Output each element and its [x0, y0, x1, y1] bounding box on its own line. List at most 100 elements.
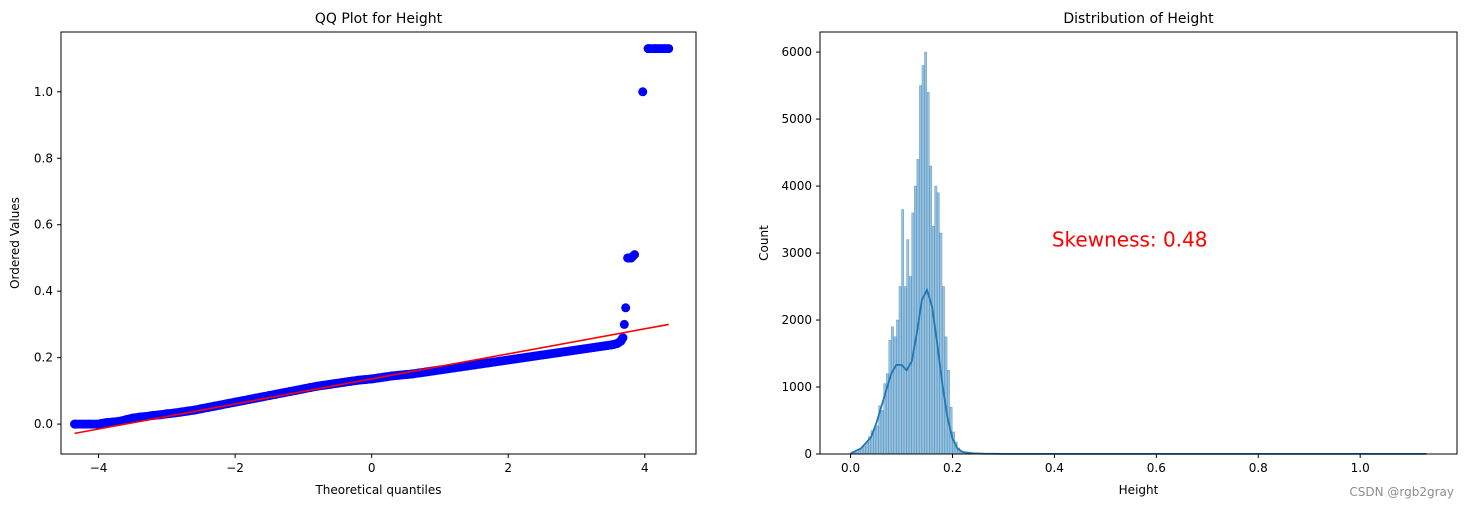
qq-data-point [70, 419, 80, 429]
qq-fit-line [74, 323, 669, 435]
qq-data-point [107, 417, 117, 427]
hist-bar [939, 232, 943, 455]
qq-data-point [128, 413, 138, 423]
qq-xlabel: Theoretical quantiles [314, 483, 441, 497]
qq-data-point [565, 346, 575, 356]
qq-data-point [517, 353, 527, 363]
qq-axes-frame [60, 31, 697, 455]
qq-data-point [578, 344, 588, 354]
qq-xtick-label: 0 [368, 461, 376, 475]
hist-bar [921, 65, 925, 455]
hist-ytick-label: 1000 [781, 380, 812, 394]
hist-xtick-label: 1.0 [1351, 461, 1370, 475]
hist-ytick-label: 5000 [781, 112, 812, 126]
qq-data-point [619, 319, 629, 329]
hist-bar [893, 336, 897, 455]
qq-data-point [592, 342, 602, 352]
hist-bar [914, 185, 917, 455]
hist-xlabel: Height [1119, 483, 1159, 497]
qq-xtick-label: −2 [226, 461, 244, 475]
qq-xtick-label: −4 [90, 461, 108, 475]
hist-bar [880, 410, 884, 455]
qq-data-point [638, 87, 648, 97]
hist-bar [857, 450, 861, 455]
hist-bar [942, 286, 945, 455]
qq-data-point [572, 345, 582, 355]
hist-bar [875, 425, 879, 455]
hist-bar [919, 85, 922, 455]
qq-data-point [618, 333, 628, 343]
qq-ytick-label: 1.0 [34, 85, 53, 99]
qq-data-point [496, 356, 506, 366]
qq-data-point [643, 44, 653, 54]
qq-data-point [664, 44, 674, 54]
hist-xtick-label: 0.8 [1249, 461, 1268, 475]
hist-bar [931, 226, 935, 455]
qq-data-point [531, 351, 541, 361]
qq-data-point [442, 364, 452, 374]
hist-bar [916, 159, 920, 455]
qq-data-point [510, 354, 520, 364]
hist-bar [934, 185, 938, 455]
qq-data-point [650, 44, 660, 54]
hist-bar [901, 209, 905, 455]
qq-data-point [585, 343, 595, 353]
hist-xtick-label: 0.0 [841, 461, 860, 475]
hist-ytick-label: 6000 [781, 45, 812, 59]
qq-data-point [449, 363, 459, 373]
hist-bar [936, 192, 940, 455]
qq-data-point [599, 341, 609, 351]
hist-bar [944, 336, 948, 455]
hist-bar [906, 239, 910, 455]
qq-ytick-label: 0.4 [34, 284, 53, 298]
qq-xtick-label: 2 [504, 461, 512, 475]
hist-bar [873, 428, 877, 455]
qq-data-point [121, 415, 131, 425]
qq-data-point [524, 352, 534, 362]
qq-data-point [148, 410, 158, 420]
qq-data-point [476, 359, 486, 369]
qq-data-point [483, 358, 493, 368]
hist-xtick-label: 0.2 [943, 461, 962, 475]
hist-bar [924, 51, 927, 455]
hist-ytick-label: 4000 [781, 179, 812, 193]
qq-data-point [490, 357, 500, 367]
qq-data-point [558, 347, 568, 357]
qq-ytick-label: 0.6 [34, 218, 53, 232]
qq-data-point [455, 362, 465, 372]
qq-title: QQ Plot for Height [315, 11, 443, 27]
hist-ytick-label: 3000 [781, 246, 812, 260]
hist-bar [929, 165, 933, 455]
skewness-annotation: Skewness: 0.48 [1052, 227, 1208, 251]
hist-bar [863, 445, 866, 455]
hist-bar [911, 212, 915, 455]
qq-data-point [83, 419, 93, 429]
hist-bar [947, 370, 950, 455]
qq-data-point [544, 349, 554, 359]
hist-ytick-label: 2000 [781, 313, 812, 327]
qq-xtick-label: 4 [641, 461, 649, 475]
hist-xtick-label: 0.6 [1147, 461, 1166, 475]
hist-title: Distribution of Height [1063, 11, 1214, 27]
hist-bar [896, 319, 899, 455]
qq-ytick-label: 0.2 [34, 351, 53, 365]
qq-data-point [469, 360, 479, 370]
qq-data-point [100, 418, 110, 428]
qq-data-point [141, 411, 151, 421]
qq-data-point [551, 348, 561, 358]
hist-ylabel: Count [757, 225, 771, 261]
qq-ytick-label: 0.8 [34, 151, 53, 165]
qq-data-point [135, 412, 145, 422]
hist-axes-frame [819, 31, 1458, 455]
qq-data-point [621, 303, 631, 313]
qq-ytick-label: 0.0 [34, 417, 53, 431]
hist-ytick-label: 0 [804, 447, 812, 461]
hist-bar [888, 339, 892, 455]
qq-ylabel: Ordered Values [8, 197, 22, 289]
qq-data-point [462, 361, 472, 371]
qq-data-point [435, 365, 445, 375]
qq-data-point [503, 355, 513, 365]
qq-data-point [537, 350, 547, 360]
hist-bar [898, 286, 902, 455]
